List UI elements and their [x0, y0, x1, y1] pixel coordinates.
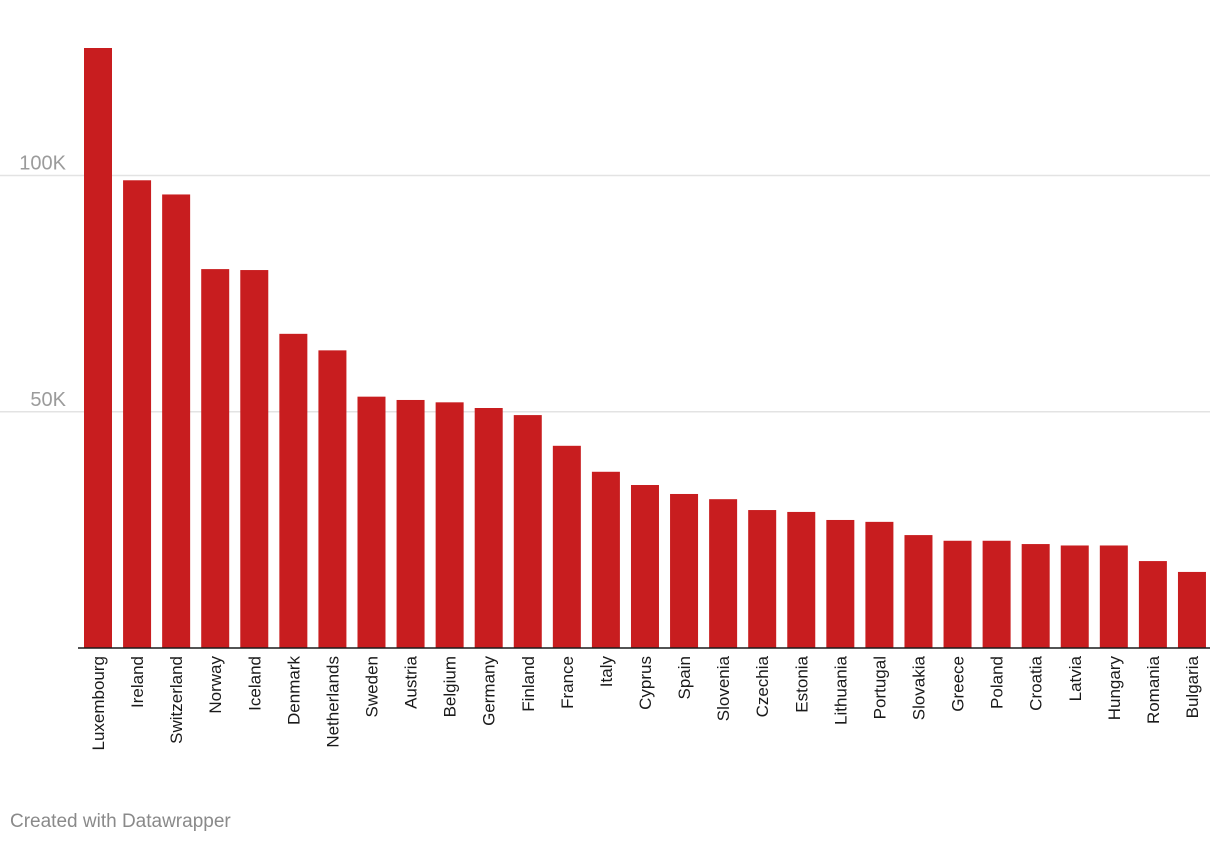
bar-denmark [279, 333, 308, 648]
x-tick-label-croatia: Croatia [1027, 655, 1046, 710]
x-tick-label-cyprus: Cyprus [636, 656, 655, 710]
x-tick-label-slovakia: Slovakia [909, 655, 928, 720]
bar-slovakia [904, 535, 933, 648]
x-tick-label-netherlands: Netherlands [323, 656, 342, 748]
x-tick-label-belgium: Belgium [441, 656, 460, 717]
bar-belgium [435, 402, 464, 648]
x-tick-label-denmark: Denmark [284, 656, 303, 725]
x-tick-label-ireland: Ireland [128, 656, 147, 708]
datawrapper-credit: Created with Datawrapper [10, 811, 231, 832]
x-tick-label-switzerland: Switzerland [167, 656, 186, 744]
bar-sweden [357, 396, 386, 648]
x-tick-label-portugal: Portugal [870, 656, 889, 719]
x-tick-label-luxembourg: Luxembourg [89, 656, 108, 751]
bar-france [552, 445, 581, 648]
bar-austria [396, 399, 425, 648]
x-axis-labels: Luxembourg Ireland Switzerland Norway Icelan… [89, 655, 1202, 750]
x-tick-label-estonia: Estonia [792, 655, 811, 712]
bar-cyprus [630, 485, 659, 648]
x-tick-label-romania: Romania [1144, 655, 1163, 724]
x-tick-label-greece: Greece [949, 656, 968, 712]
bar-netherlands [318, 350, 347, 648]
y-tick-label: 50K [30, 389, 66, 411]
bar-lithuania [826, 519, 855, 648]
bar-hungary [1099, 545, 1128, 648]
x-tick-label-hungary: Hungary [1105, 656, 1124, 721]
bar-slovenia [709, 499, 738, 648]
bar-romania [1138, 561, 1167, 648]
bar-finland [513, 415, 542, 648]
bar-iceland [240, 270, 269, 648]
y-axis-ticks: 50K 100K [19, 153, 66, 411]
bar-spain [670, 493, 699, 648]
bar-greece [943, 540, 972, 648]
bar-luxembourg [84, 48, 112, 648]
x-tick-label-norway: Norway [206, 656, 225, 714]
bar-croatia [1021, 544, 1050, 648]
x-tick-label-lithuania: Lithuania [831, 655, 850, 725]
x-tick-label-finland: Finland [519, 656, 538, 712]
x-tick-label-slovenia: Slovenia [714, 655, 733, 721]
bar-chart: 50K 100K Luxembourg Ireland Switzerland Norw… [0, 48, 1210, 751]
x-tick-label-austria: Austria [402, 655, 421, 708]
y-tick-label: 100K [19, 153, 66, 175]
bars [84, 48, 1206, 648]
bar-switzerland [162, 194, 191, 648]
x-tick-label-latvia: Latvia [1066, 655, 1085, 701]
x-tick-label-poland: Poland [988, 656, 1007, 709]
bar-portugal [865, 521, 894, 648]
x-tick-label-spain: Spain [675, 656, 694, 699]
x-tick-label-germany: Germany [480, 656, 499, 726]
bar-norway [201, 269, 230, 648]
x-tick-label-sweden: Sweden [362, 656, 381, 717]
bar-bulgaria [1177, 571, 1206, 648]
x-tick-label-bulgaria: Bulgaria [1183, 655, 1202, 718]
bar-estonia [787, 511, 816, 648]
x-tick-label-italy: Italy [597, 656, 616, 688]
bar-italy [591, 471, 620, 648]
bar-poland [982, 540, 1011, 648]
x-tick-label-iceland: Iceland [245, 656, 264, 711]
bar-ireland [123, 180, 152, 648]
x-tick-label-czechia: Czechia [753, 655, 772, 717]
x-tick-label-france: France [558, 656, 577, 709]
bar-germany [474, 408, 503, 648]
bar-czechia [748, 510, 777, 648]
bar-latvia [1060, 545, 1089, 648]
